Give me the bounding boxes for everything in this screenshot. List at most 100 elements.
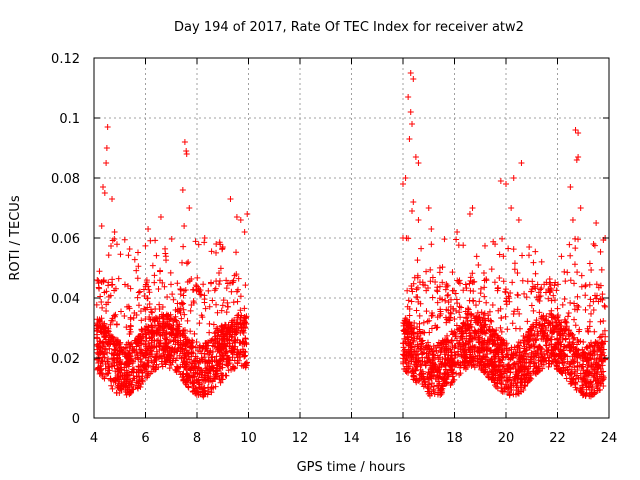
data-point — [567, 184, 574, 190]
data-point — [434, 382, 441, 389]
data-point — [503, 301, 510, 308]
data-point — [178, 299, 185, 306]
data-point — [464, 326, 471, 333]
data-point — [510, 246, 517, 253]
data-point — [101, 354, 108, 361]
data-point — [103, 308, 110, 315]
data-point — [497, 339, 504, 346]
data-point — [596, 373, 603, 380]
data-point — [135, 263, 142, 270]
data-point — [134, 384, 141, 391]
data-point — [569, 340, 576, 347]
data-point — [452, 290, 459, 297]
data-point — [156, 301, 163, 308]
x-tick-label: 24 — [601, 431, 618, 446]
data-point — [189, 360, 196, 367]
data-point — [437, 340, 444, 347]
data-point — [192, 282, 199, 289]
data-point — [602, 333, 609, 340]
y-tick-label: 0.12 — [51, 52, 80, 67]
data-point — [124, 282, 131, 289]
data-point — [475, 333, 482, 340]
data-point — [509, 279, 516, 286]
data-point — [470, 361, 477, 368]
data-point — [523, 294, 530, 301]
data-point — [220, 372, 227, 379]
data-point — [181, 326, 188, 333]
data-point — [586, 302, 593, 309]
data-point — [172, 357, 179, 364]
data-point — [107, 375, 114, 382]
data-point — [241, 305, 248, 312]
data-point — [197, 366, 204, 373]
data-point — [588, 339, 595, 346]
data-point — [479, 328, 486, 335]
data-point — [149, 343, 156, 350]
data-point — [496, 274, 503, 281]
data-point — [594, 380, 601, 387]
data-point — [126, 326, 133, 333]
data-point — [128, 386, 135, 393]
data-point — [497, 379, 504, 386]
data-point — [511, 344, 518, 351]
data-point — [486, 308, 493, 315]
data-point — [556, 332, 563, 339]
data-point — [474, 355, 481, 362]
data-point — [109, 276, 116, 283]
data-point — [180, 300, 187, 307]
y-tick-label: 0.02 — [51, 352, 80, 367]
data-point — [491, 359, 498, 366]
data-point — [561, 268, 568, 275]
data-point — [173, 317, 180, 324]
data-point — [535, 354, 542, 361]
data-point — [235, 311, 242, 318]
data-point — [507, 356, 514, 363]
data-point — [515, 217, 522, 223]
data-point — [546, 281, 553, 288]
data-point — [493, 346, 500, 353]
data-point — [495, 307, 502, 314]
data-point — [109, 335, 116, 342]
data-point — [586, 260, 593, 267]
data-point — [213, 249, 220, 256]
data-point — [564, 313, 571, 320]
data-point — [593, 220, 600, 226]
data-point — [464, 310, 471, 317]
data-point — [572, 353, 579, 360]
data-point — [447, 381, 454, 388]
data-point — [237, 293, 244, 300]
data-point — [185, 259, 192, 266]
data-point — [506, 392, 513, 399]
data-point — [466, 280, 473, 287]
data-point — [429, 348, 436, 355]
data-point — [128, 368, 135, 375]
data-point — [423, 308, 430, 315]
data-point — [179, 187, 186, 193]
data-point — [125, 252, 132, 259]
data-point — [143, 334, 150, 341]
data-point — [205, 378, 212, 385]
data-point — [143, 368, 150, 375]
data-point — [141, 292, 148, 299]
data-point — [111, 236, 118, 243]
data-point — [238, 324, 245, 331]
data-point — [528, 302, 535, 309]
data-point — [142, 325, 149, 332]
data-point — [425, 390, 432, 397]
data-point — [232, 337, 239, 344]
data-point — [474, 309, 481, 316]
data-point — [168, 235, 175, 242]
data-point — [507, 363, 514, 370]
data-point — [503, 181, 509, 187]
data-point — [143, 343, 150, 350]
data-point — [201, 373, 208, 380]
data-point — [197, 391, 204, 398]
data-point — [449, 369, 456, 376]
data-point — [514, 379, 521, 386]
data-point — [142, 349, 149, 356]
data-point — [466, 211, 473, 217]
data-point — [489, 301, 496, 308]
data-point — [580, 379, 587, 386]
data-point — [197, 291, 204, 298]
data-point — [574, 350, 581, 357]
